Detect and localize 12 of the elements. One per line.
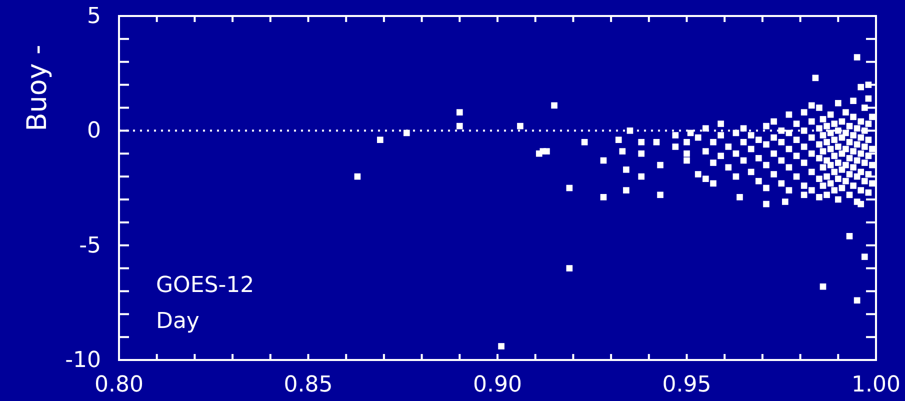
x-tick-label: 0.90 (473, 372, 522, 398)
x-tick-label: 0.95 (662, 372, 712, 398)
y-axis-title: Buoy - (22, 44, 53, 132)
y-tick-label: -10 (65, 348, 101, 374)
annotation: GOES-12 (156, 273, 254, 298)
y-tick-label: 0 (87, 118, 101, 144)
annotation: Day (156, 309, 200, 334)
x-tick-label: 0.80 (94, 372, 144, 398)
x-tick-label: 1.00 (852, 372, 900, 398)
x-tick-label: 0.85 (284, 372, 333, 398)
y-tick-label: 5 (87, 4, 101, 30)
y-tick-label: -5 (79, 233, 101, 258)
